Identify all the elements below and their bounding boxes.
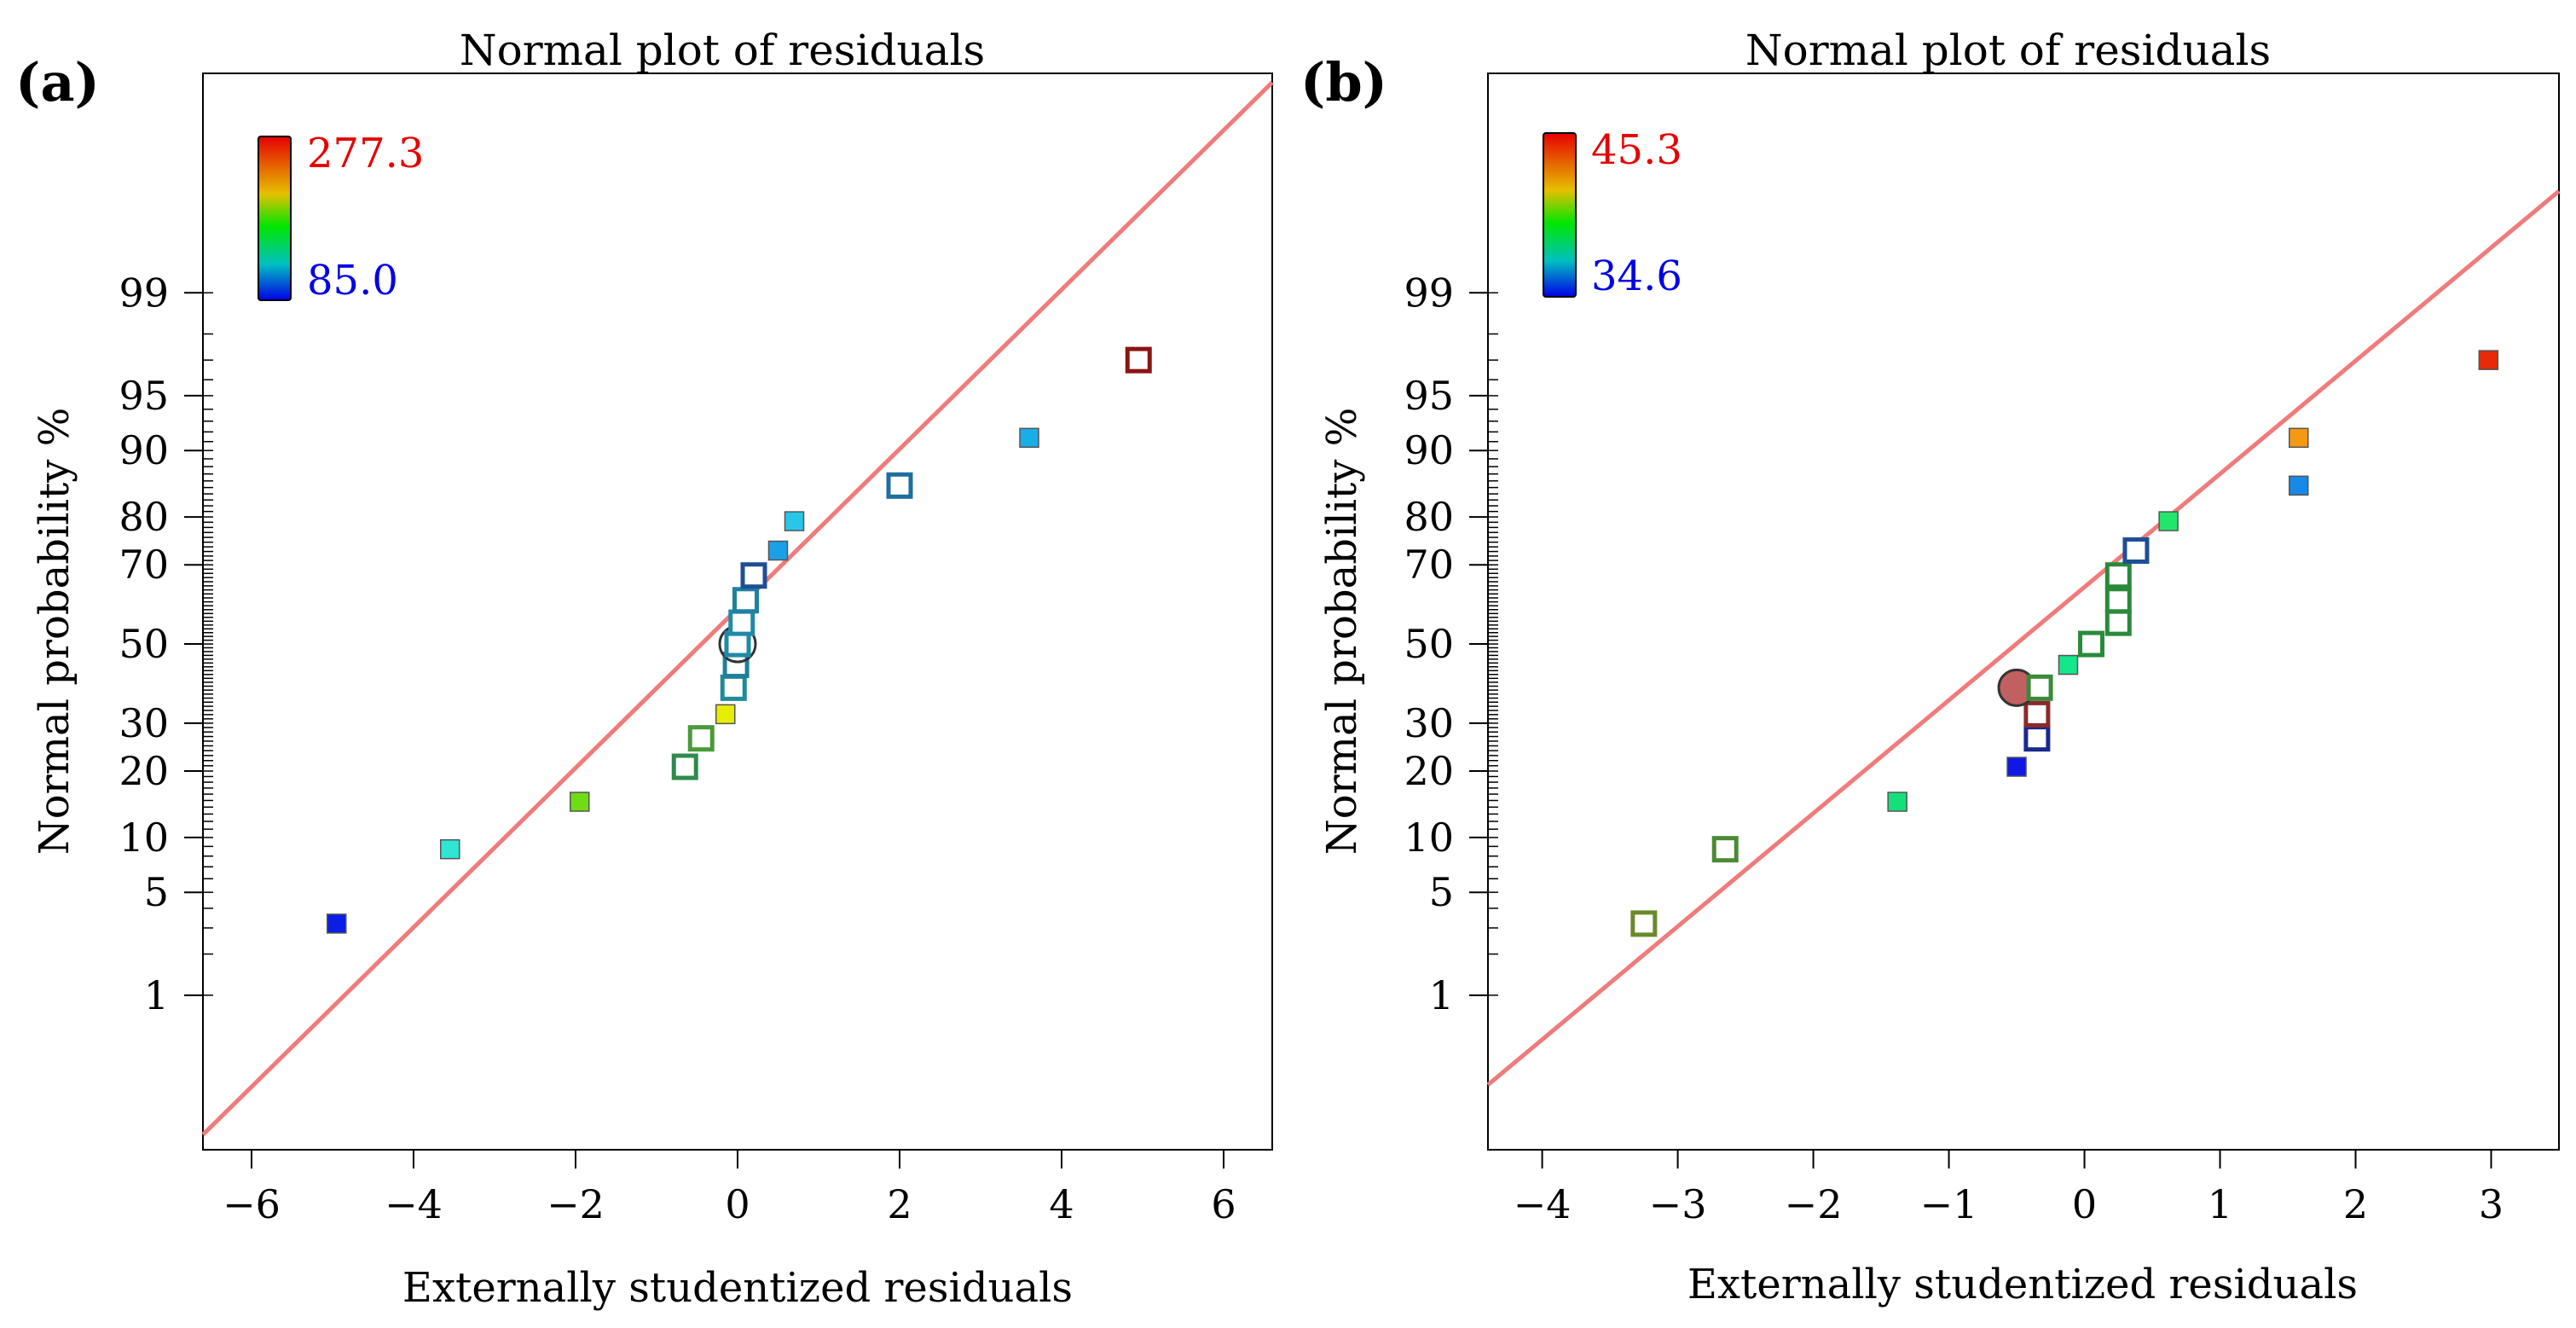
panel-label: (b) xyxy=(1300,51,1387,113)
data-point xyxy=(2104,562,2132,589)
x-tick-label: 2 xyxy=(2343,1181,2368,1227)
y-tick-label: 5 xyxy=(144,869,169,915)
chart-title: Normal plot of residuals xyxy=(1745,26,2271,75)
data-point xyxy=(1125,346,1152,374)
x-tick-label: 6 xyxy=(1211,1181,1236,1227)
panel-a: (a) Normal plot of residuals 15102030507… xyxy=(15,26,1274,1312)
x-tick-label: 0 xyxy=(725,1181,750,1227)
data-point xyxy=(784,511,805,531)
color-scale-bar xyxy=(258,136,292,301)
y-tick-label: 1 xyxy=(144,972,169,1018)
x-axis-label: Externally studentized residuals xyxy=(1687,1261,2358,1308)
x-tick-label: −1 xyxy=(1920,1181,1978,1227)
y-tick-label: 95 xyxy=(1404,373,1454,419)
data-point xyxy=(1711,836,1739,863)
data-point xyxy=(327,913,347,934)
x-axis: −6 −4 −2 0 2 4 6 xyxy=(223,1150,1236,1227)
panel-b: (b) Normal plot of residuals 15102030507… xyxy=(1300,26,2561,1308)
color-scale-max: 277.3 xyxy=(307,130,424,177)
x-tick-label: 4 xyxy=(1049,1181,1074,1227)
y-tick-label: 80 xyxy=(1404,494,1454,540)
y-tick-label: 95 xyxy=(119,373,169,419)
data-point xyxy=(2104,609,2132,636)
data-point xyxy=(2006,757,2027,777)
y-tick-label: 90 xyxy=(119,427,169,473)
data-point xyxy=(1630,910,1658,937)
color-scale-min: 34.6 xyxy=(1591,252,1682,300)
x-tick-label: −4 xyxy=(385,1181,443,1227)
y-tick-label: 70 xyxy=(119,542,169,588)
data-point xyxy=(2122,537,2150,565)
x-tick-label: 2 xyxy=(887,1181,912,1227)
x-tick-label: −6 xyxy=(223,1181,281,1227)
data-point xyxy=(2288,427,2309,449)
y-tick-label: 1 xyxy=(1429,972,1454,1018)
color-scale-max: 45.3 xyxy=(1591,126,1682,174)
data-point xyxy=(2026,674,2053,701)
x-axis-label: Externally studentized residuals xyxy=(402,1264,1073,1312)
data-point xyxy=(570,792,590,812)
y-tick-label: 20 xyxy=(1404,748,1454,794)
x-tick-label: 1 xyxy=(2208,1181,2232,1227)
y-tick-label: 30 xyxy=(1404,700,1454,746)
y-tick-label: 50 xyxy=(119,621,169,667)
y-tick-label: 90 xyxy=(1404,427,1454,473)
data-point xyxy=(724,630,751,658)
x-axis: −4 −3 −2 −1 0 1 2 3 xyxy=(1514,1150,2504,1227)
x-tick-label: −2 xyxy=(1785,1181,1843,1227)
y-tick-label: 50 xyxy=(1404,621,1454,667)
color-scale: 277.3 85.0 xyxy=(258,130,424,304)
data-point xyxy=(2478,350,2499,370)
data-point xyxy=(2288,475,2309,496)
data-point xyxy=(2023,700,2051,728)
data-point xyxy=(720,674,747,701)
data-point xyxy=(886,472,913,499)
y-tick-label: 10 xyxy=(1404,815,1454,861)
data-point xyxy=(767,540,789,561)
y-tick-label: 99 xyxy=(119,270,169,316)
data-points xyxy=(327,346,1152,934)
y-tick-label: 70 xyxy=(1404,542,1454,588)
x-tick-label: −4 xyxy=(1514,1181,1572,1227)
x-tick-label: 3 xyxy=(2479,1181,2504,1227)
y-tick-label: 20 xyxy=(119,748,169,794)
data-point xyxy=(671,753,698,780)
data-point xyxy=(1887,792,1907,812)
plot-frame xyxy=(1487,72,2560,1151)
y-tick-label: 99 xyxy=(1404,270,1454,316)
data-point xyxy=(1019,427,1039,449)
color-scale: 45.3 34.6 xyxy=(1543,126,1682,300)
x-tick-label: −2 xyxy=(547,1181,605,1227)
data-point xyxy=(732,587,759,614)
data-point xyxy=(715,704,736,725)
panel-label: (a) xyxy=(15,51,100,113)
chart-title: Normal plot of residuals xyxy=(460,26,985,75)
data-point xyxy=(2023,725,2051,752)
color-scale-bar xyxy=(1543,132,1577,298)
color-scale-min: 85.0 xyxy=(307,257,398,304)
y-axis-label: Normal probability % xyxy=(31,408,78,855)
reference-line xyxy=(1486,189,2561,1087)
x-tick-label: −3 xyxy=(1649,1181,1707,1227)
data-point xyxy=(2104,587,2132,614)
data-point xyxy=(2158,511,2179,531)
data-point xyxy=(728,609,755,636)
data-point xyxy=(740,562,767,589)
data-point xyxy=(440,838,460,860)
y-tick-label: 30 xyxy=(119,700,169,746)
y-tick-label: 5 xyxy=(1429,869,1454,915)
data-point xyxy=(687,725,715,752)
data-points xyxy=(1630,350,2499,937)
data-point xyxy=(2077,630,2104,658)
y-axis-label: Normal probability % xyxy=(1318,408,1366,855)
y-tick-label: 80 xyxy=(119,494,169,540)
data-point xyxy=(2058,654,2079,676)
x-tick-label: 0 xyxy=(2072,1181,2097,1227)
y-tick-label: 10 xyxy=(119,815,169,861)
